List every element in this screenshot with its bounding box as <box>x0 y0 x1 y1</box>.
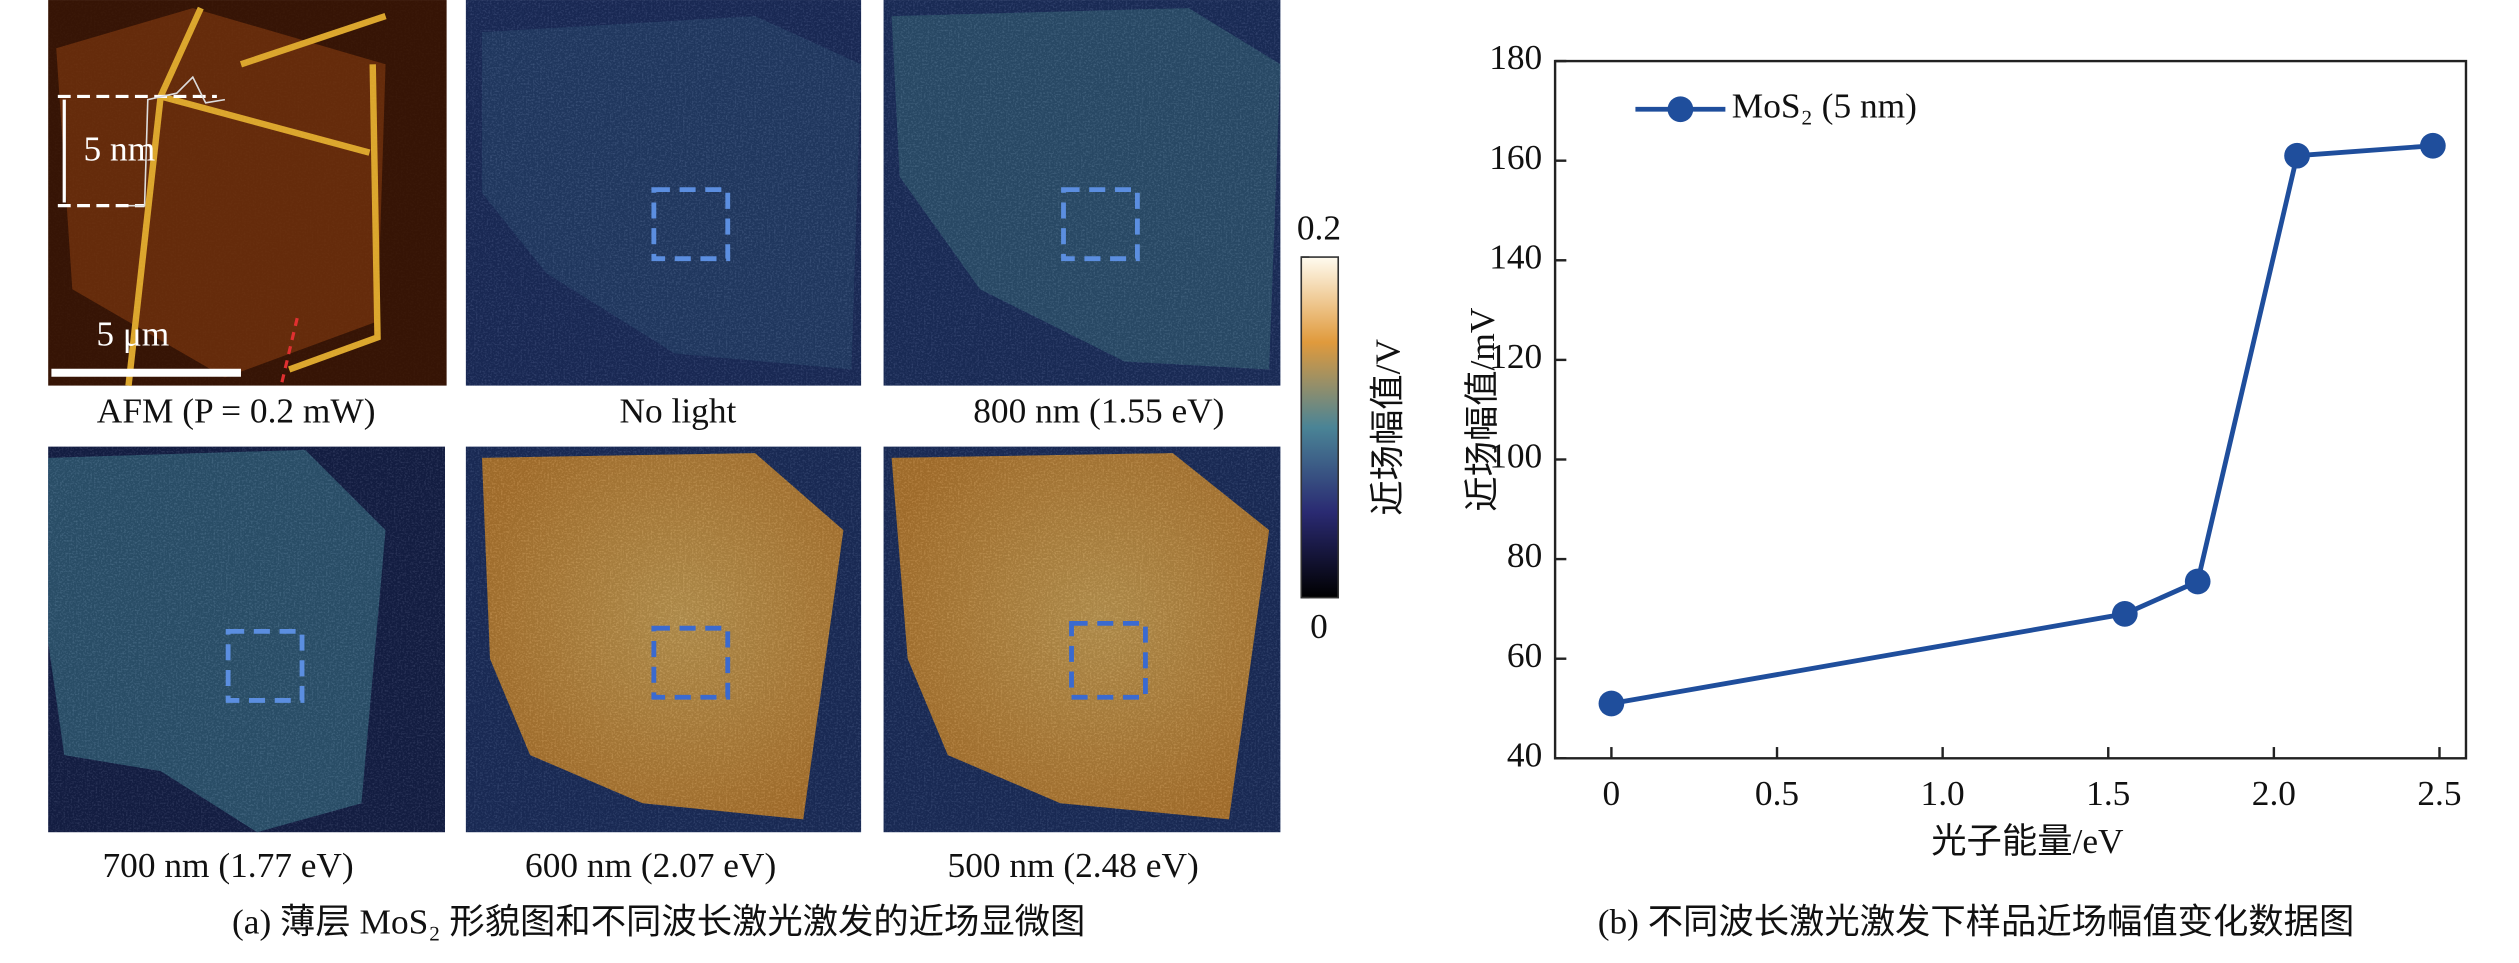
legend-label: MoS₂ (5 nm) <box>1732 86 1917 125</box>
y-tick-label: 100 <box>1489 437 1542 476</box>
image-caption: 600 nm (2.07 eV) <box>525 846 776 885</box>
colorbar-tick-label: 0.2 <box>1297 208 1341 247</box>
x-tick-label: 1.0 <box>1921 774 1965 813</box>
y-tick-label: 180 <box>1489 38 1542 77</box>
nf-image-2 <box>883 0 1281 386</box>
afm-image: 5 nm 5 μm <box>48 0 447 386</box>
image-caption: 500 nm (2.48 eV) <box>948 846 1199 885</box>
panel-caption: (a) 薄层 MoS₂ 形貌图和不同波长激光激发的近场显微图 <box>232 902 1085 941</box>
y-tick-label: 60 <box>1507 636 1542 675</box>
x-tick-label: 0 <box>1603 774 1621 813</box>
y-tick-label: 140 <box>1489 237 1542 276</box>
data-point <box>1598 690 1625 717</box>
image-caption: 800 nm (1.55 eV) <box>973 392 1224 431</box>
nf-image-1 <box>465 0 862 386</box>
data-line <box>1610 143 2434 706</box>
y-tick-label: 80 <box>1507 536 1542 575</box>
colorbar-tick-label: 0 <box>1310 607 1328 646</box>
image-caption: AFM (P = 0.2 mW) <box>97 392 376 431</box>
data-point <box>2111 601 2138 627</box>
nf-image-5 <box>883 446 1281 833</box>
x-axis-label: 光子能量/eV <box>1931 822 2124 861</box>
y-tick-label: 160 <box>1489 138 1542 177</box>
data-point <box>2420 132 2446 159</box>
image-caption: No light <box>620 392 737 431</box>
legend-marker <box>1667 96 1694 123</box>
nf-image-4 <box>465 446 862 833</box>
height-label: 5 nm <box>84 130 156 169</box>
x-tick-label: 0.5 <box>1755 774 1799 813</box>
colorbar <box>1300 256 1340 599</box>
y-tick-label: 40 <box>1507 735 1542 774</box>
plot-frame <box>1553 59 2468 760</box>
data-point <box>2284 142 2310 169</box>
image-caption: 700 nm (1.77 eV) <box>103 846 354 885</box>
y-axis-label: 近场幅值/mV <box>1463 307 1502 512</box>
y-tick-label: 120 <box>1489 337 1542 376</box>
data-point <box>2184 568 2211 595</box>
x-tick-label: 1.5 <box>2086 774 2130 813</box>
x-tick-label: 2.5 <box>2417 774 2461 813</box>
panel-caption: (b) 不同波长激光激发下样品近场幅值变化数据图 <box>1598 902 2355 941</box>
x-tick-label: 2.0 <box>2252 774 2296 813</box>
nf-image-3 <box>48 446 446 833</box>
colorbar-label: 近场幅值/V <box>1368 339 1407 516</box>
scale-label: 5 μm <box>96 315 169 354</box>
